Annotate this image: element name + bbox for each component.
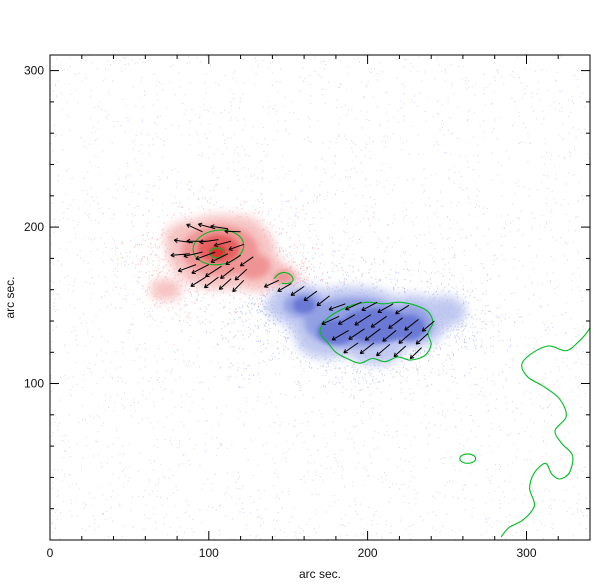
axis-labels: 0 100 200 300 100 200 300 arc sec. arc sec. bbox=[3, 64, 537, 581]
positive-core-inner bbox=[209, 247, 225, 259]
y-axis-title: arc sec. bbox=[3, 276, 17, 318]
x-tick-label: 100 bbox=[199, 546, 219, 560]
y-tick-label: 200 bbox=[24, 220, 44, 234]
transverse-field-vectors bbox=[170, 222, 435, 360]
y-tick-label: 300 bbox=[24, 64, 44, 78]
x-tick-label: 200 bbox=[358, 546, 378, 560]
axes-frame bbox=[49, 54, 591, 541]
positive-secondary bbox=[273, 271, 294, 285]
limb-small-loop bbox=[459, 453, 477, 464]
limb-line bbox=[500, 326, 590, 538]
x-axis-title: arc sec. bbox=[299, 567, 341, 581]
x-tick-label: 300 bbox=[516, 546, 536, 560]
y-tick-label: 100 bbox=[24, 377, 44, 391]
x-tick-label: 0 bbox=[47, 546, 54, 560]
